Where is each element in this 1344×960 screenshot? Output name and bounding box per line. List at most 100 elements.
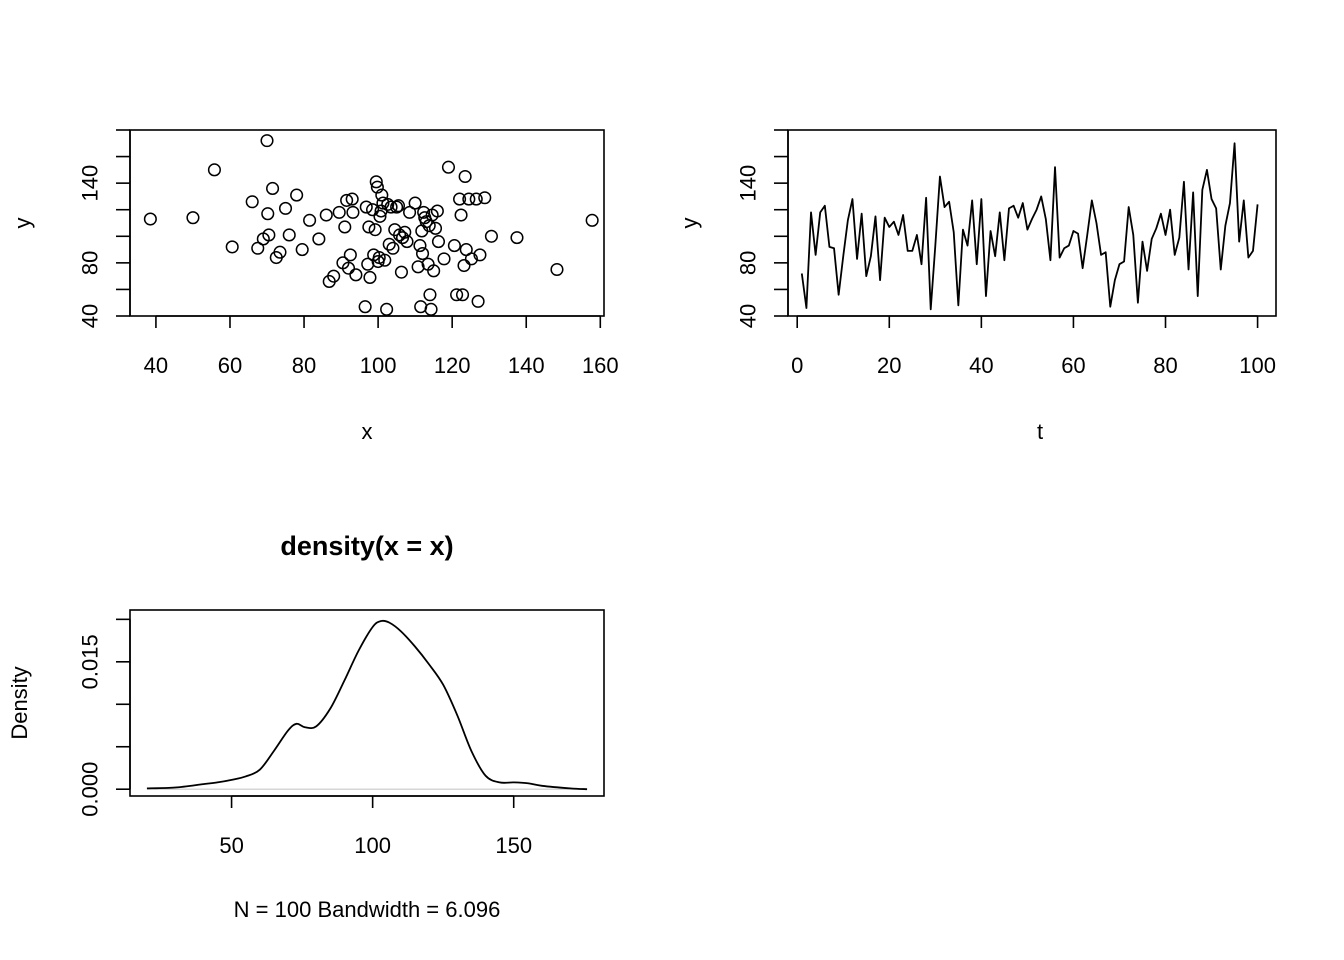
scatter-point bbox=[282, 228, 296, 242]
density-curve-path bbox=[146, 619, 588, 791]
density-y-axis: 0.000 0.015 bbox=[78, 618, 131, 817]
scatter-point bbox=[471, 294, 485, 308]
scatter-x-tick-label: 100 bbox=[360, 353, 397, 378]
scatter-point bbox=[428, 221, 443, 235]
scatter-point bbox=[473, 248, 487, 262]
scatter-point bbox=[341, 261, 356, 275]
scatter-y-axis: 40 80 140 bbox=[78, 129, 131, 328]
scatter-y-tick-label: 140 bbox=[78, 165, 103, 202]
timeseries-y-tick-label: 40 bbox=[736, 304, 761, 328]
density-x-tick-label: 100 bbox=[354, 833, 391, 858]
scatter-point bbox=[437, 252, 451, 266]
scatter-x-axis: 40 60 80 100 120 140 160 bbox=[144, 315, 619, 378]
scatter-point bbox=[398, 225, 412, 239]
scatter-point bbox=[469, 192, 483, 206]
scatter-point bbox=[478, 191, 492, 205]
scatter-point bbox=[394, 265, 408, 279]
density-curve bbox=[146, 619, 588, 791]
scatter-point bbox=[368, 223, 382, 237]
scatter-point bbox=[455, 288, 470, 302]
density-panel: density(x = x) 50 100 150 0.000 0.015 N = 1… bbox=[7, 531, 605, 922]
timeseries-x-tick-label: 100 bbox=[1239, 353, 1276, 378]
timeseries-x-tick-label: 80 bbox=[1153, 353, 1177, 378]
scatter-point bbox=[431, 235, 446, 249]
scatter-point bbox=[454, 208, 468, 222]
density-plot-frame bbox=[129, 609, 605, 797]
scatter-point bbox=[417, 205, 431, 219]
scatter-point bbox=[382, 237, 396, 251]
timeseries-y-tick-label: 80 bbox=[736, 251, 761, 275]
scatter-point bbox=[380, 302, 394, 316]
scatter-point bbox=[343, 248, 357, 262]
scatter-point bbox=[362, 220, 376, 234]
timeseries-x-tick-label: 60 bbox=[1061, 353, 1085, 378]
timeseries-panel: 0 20 40 60 80 100 40 80 140 t y bbox=[677, 129, 1277, 444]
scatter-point bbox=[207, 163, 221, 177]
timeseries-x-axis-label: t bbox=[1037, 419, 1043, 444]
scatter-y-tick-label: 80 bbox=[78, 251, 103, 275]
density-x-axis: 50 100 150 bbox=[219, 795, 532, 858]
scatter-point bbox=[251, 241, 265, 255]
density-y-axis-label: Density bbox=[7, 666, 32, 739]
scatter-point bbox=[384, 200, 398, 214]
scatter-point bbox=[363, 270, 377, 285]
density-title: density(x = x) bbox=[280, 531, 453, 561]
scatter-point bbox=[278, 201, 293, 215]
scatter-y-axis-label: y bbox=[10, 218, 35, 229]
scatter-point bbox=[430, 204, 444, 218]
timeseries-y-axis: 40 80 140 bbox=[736, 129, 789, 328]
scatter-point bbox=[295, 243, 309, 257]
scatter-point bbox=[303, 213, 317, 227]
scatter-point bbox=[391, 199, 406, 213]
scatter-point bbox=[373, 209, 387, 223]
scatter-point bbox=[447, 239, 461, 253]
scatter-point bbox=[464, 252, 478, 266]
scatter-x-tick-label: 60 bbox=[218, 353, 242, 378]
scatter-point bbox=[585, 213, 599, 227]
scatter-point bbox=[484, 229, 498, 243]
scatter-point bbox=[260, 134, 274, 148]
scatter-point bbox=[245, 195, 259, 209]
scatter-point bbox=[261, 207, 275, 221]
scatter-point bbox=[462, 192, 476, 206]
density-x-axis-label: N = 100 Bandwidth = 6.096 bbox=[234, 897, 501, 922]
scatter-point bbox=[441, 160, 456, 174]
density-y-tick-label: 0.015 bbox=[78, 634, 103, 689]
timeseries-line-path bbox=[800, 142, 1259, 311]
scatter-point bbox=[345, 192, 359, 206]
scatter-point bbox=[338, 220, 352, 234]
scatter-point bbox=[386, 241, 400, 255]
scatter-plot-frame bbox=[129, 129, 605, 317]
scatter-point bbox=[390, 200, 404, 214]
scatter-point bbox=[312, 232, 326, 246]
scatter-point bbox=[366, 203, 380, 217]
scatter-point bbox=[266, 181, 280, 196]
scatter-point bbox=[550, 262, 564, 277]
scatter-point bbox=[346, 205, 360, 219]
scatter-panel: 40 60 80 100 120 140 160 40 80 140 x y bbox=[10, 129, 619, 444]
scatter-point bbox=[427, 264, 441, 278]
scatter-x-tick-label: 140 bbox=[508, 353, 545, 378]
scatter-point bbox=[413, 239, 427, 253]
scatter-point bbox=[376, 196, 390, 210]
scatter-point bbox=[225, 240, 239, 254]
timeseries-x-tick-label: 20 bbox=[877, 353, 901, 378]
scatter-point bbox=[458, 169, 472, 184]
scatter-point bbox=[453, 192, 467, 206]
scatter-point bbox=[358, 300, 372, 314]
scatter-point bbox=[340, 193, 354, 207]
timeseries-y-axis-label: y bbox=[677, 218, 702, 229]
scatter-point bbox=[349, 268, 363, 282]
scatter-point bbox=[370, 180, 384, 194]
scatter-y-tick-label: 40 bbox=[78, 304, 103, 328]
scatter-point bbox=[143, 212, 157, 226]
timeseries-x-axis: 0 20 40 60 80 100 bbox=[791, 315, 1276, 378]
scatter-point bbox=[369, 175, 383, 189]
scatter-point bbox=[457, 258, 471, 273]
scatter-point bbox=[290, 188, 304, 202]
scatter-x-axis-label: x bbox=[362, 419, 373, 444]
density-x-tick-label: 50 bbox=[219, 833, 243, 858]
scatter-point bbox=[510, 231, 524, 245]
timeseries-x-tick-label: 0 bbox=[791, 353, 803, 378]
